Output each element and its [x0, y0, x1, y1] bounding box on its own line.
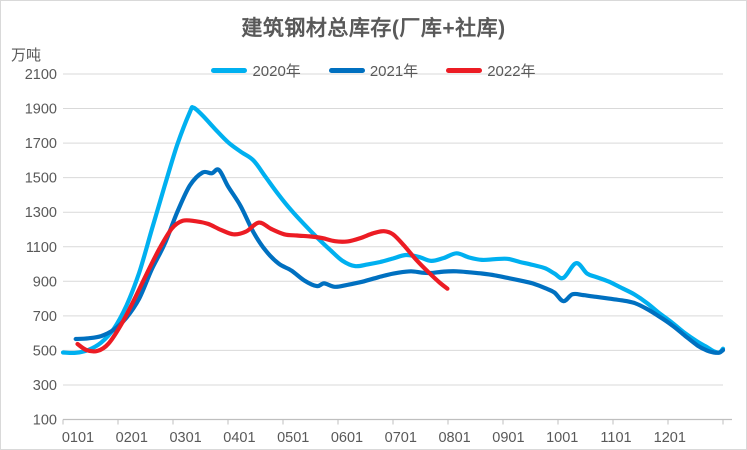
y-tick-label: 1300 — [25, 205, 57, 221]
x-tick-label: 0101 — [62, 430, 94, 446]
x-tick-label: 0401 — [223, 430, 255, 446]
y-tick-label: 700 — [33, 309, 57, 325]
y-tick-label: 100 — [33, 413, 57, 429]
x-tick-label: 1001 — [546, 430, 578, 446]
series-line-2020年 — [60, 105, 726, 356]
legend-line-swatch-2020 — [211, 68, 248, 73]
x-tick-label: 1101 — [600, 430, 631, 446]
y-tick-label: 1500 — [25, 171, 57, 187]
x-tick-label: 0601 — [331, 430, 363, 446]
legend-item-2021: 2021年 — [328, 60, 419, 81]
y-axis-unit-label: 万吨 — [11, 47, 42, 64]
x-tick-label: 0801 — [438, 430, 470, 446]
legend: 2020年 2021年 2022年 — [1, 60, 746, 81]
x-tick-label: 0301 — [169, 430, 201, 446]
x-tick-label: 1201 — [654, 430, 686, 446]
y-tick-label: 1100 — [26, 240, 57, 256]
x-tick-label: 0701 — [385, 430, 417, 446]
x-tick-label: 0201 — [116, 430, 148, 446]
chart-title: 建筑钢材总库存(厂库+社库) — [241, 17, 506, 40]
series-line-2021年 — [73, 167, 726, 355]
y-tick-label: 2100 — [25, 67, 57, 83]
x-tick-label: 0901 — [492, 430, 524, 446]
legend-line-swatch-2022 — [446, 68, 483, 73]
series-line-2022年 — [75, 218, 450, 354]
legend-label-2021: 2021年 — [369, 63, 419, 80]
legend-item-2022: 2022年 — [446, 60, 536, 81]
y-tick-label: 900 — [33, 274, 57, 290]
y-tick-label: 500 — [33, 343, 57, 359]
x-tick-label: 0501 — [277, 430, 309, 446]
y-tick-label: 1900 — [25, 102, 57, 118]
legend-line-swatch-2021 — [328, 68, 365, 73]
legend-label-2020: 2020年 — [252, 63, 301, 80]
legend-label-2022: 2022年 — [487, 63, 536, 80]
y-tick-label: 300 — [33, 378, 57, 394]
legend-item-2020: 2020年 — [211, 60, 301, 81]
y-tick-label: 1700 — [25, 136, 57, 152]
